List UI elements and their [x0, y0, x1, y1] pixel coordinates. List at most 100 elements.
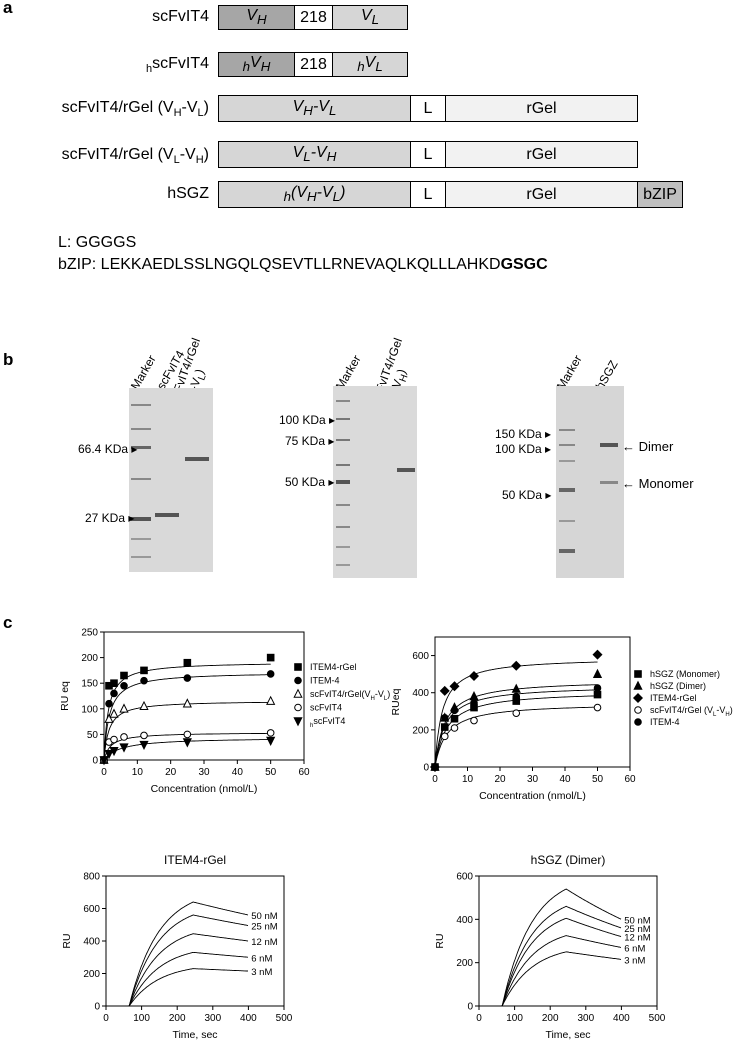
data-point-circle	[512, 709, 521, 717]
x-tick-label: 40	[232, 767, 244, 778]
legend-label: hSGZ (Monomer)	[650, 669, 720, 679]
x-tick-label: 30	[198, 767, 210, 778]
gel3-marker-100kda-text: 100 KDa	[495, 442, 542, 456]
data-point-triangle	[139, 700, 149, 711]
data-point-square	[183, 658, 192, 667]
data-point-diamond	[511, 660, 522, 671]
legend-label: ITEM-4	[310, 676, 340, 686]
data-point-circle	[431, 763, 439, 771]
gel2-marker-50kda-text: 50 KDa	[285, 475, 326, 489]
gel3-monomer-text: Monomer	[638, 476, 694, 491]
data-point-circle	[450, 724, 459, 732]
gel3-marker-150kda: 150 KDa ▸	[495, 427, 552, 441]
x-axis-label: Time, sec	[172, 1029, 217, 1041]
x-tick-label: 10	[132, 767, 144, 778]
cell-vh: VH	[218, 5, 295, 30]
x-tick-label: 40	[559, 774, 571, 785]
data-point-circle	[266, 729, 275, 737]
curve-label: 25 nM	[624, 924, 650, 935]
y-tick-label: 600	[412, 651, 429, 662]
gel3-marker-50kda-text: 50 KDa	[502, 488, 543, 502]
cell-rgel: rGel	[445, 181, 638, 208]
gel2-marker-50kda: 50 KDa ▸	[285, 475, 335, 489]
y-tick-label: 400	[412, 688, 429, 699]
gel3-monomer-band	[600, 481, 618, 484]
fit-curve	[434, 695, 598, 768]
data-point-triangle-down	[109, 746, 119, 757]
chart-title: hSGZ (Dimer)	[531, 853, 606, 867]
data-point-square	[450, 714, 459, 723]
gel1-marker-band	[131, 428, 151, 430]
cell-hvh: hVH	[218, 52, 295, 77]
x-tick-label: 50	[592, 774, 604, 785]
x-tick-label: 20	[494, 774, 506, 785]
cell-vl-vh: VL-VH	[218, 141, 411, 168]
row-label-hsgz: hSGZ	[167, 185, 209, 202]
data-point-diamond	[439, 685, 450, 696]
sensorgram-curve	[479, 917, 622, 1007]
curve-label: 6 nM	[251, 953, 272, 964]
data-point-diamond	[468, 670, 480, 682]
gel1-image	[129, 388, 213, 572]
x-tick-label: 500	[276, 1013, 293, 1024]
gel2-marker-band	[336, 418, 350, 420]
sensorgram-curve	[479, 905, 622, 1007]
gel1-marker-66kda: 66.4 KDa ▸	[78, 442, 138, 456]
cell-rgel: rGel	[445, 141, 638, 168]
y-tick-label: 600	[456, 872, 473, 883]
gel1-lane-marker: Marker	[127, 352, 159, 392]
gel3-dimer-annotation: ← Dimer	[622, 439, 674, 454]
cell-vl: VL	[332, 5, 408, 30]
gel2-image	[333, 386, 417, 578]
gel2-marker-band	[336, 564, 350, 566]
row-label-scfvit4: scFvIT4	[152, 8, 209, 25]
data-point-triangle	[109, 708, 119, 718]
x-tick-label: 300	[577, 1013, 594, 1024]
y-axis-label: RU	[61, 933, 73, 948]
x-tick-label: 400	[613, 1013, 630, 1024]
bzip-sequence-main: bZIP: LEKKAEDLSSLNGQLQSEVTLLRNEVAQLKQLLL…	[58, 256, 501, 273]
data-point-diamond	[592, 649, 603, 660]
y-tick-label: 200	[81, 653, 98, 664]
sensorgram-curve	[106, 968, 248, 1007]
data-point-triangle-down	[182, 738, 192, 748]
data-point-circle	[470, 699, 478, 707]
x-tick-label: 0	[103, 1013, 109, 1024]
cell-linker: L	[410, 181, 446, 208]
data-point-circle	[120, 733, 128, 741]
curve-label: 3 nM	[624, 955, 645, 966]
legend-label: ITEM-4	[650, 717, 680, 727]
panel-c-letter: c	[3, 613, 13, 632]
data-point-diamond	[449, 681, 460, 692]
gel1-marker-27kda: 27 KDa ▸	[85, 511, 135, 525]
data-point-triangle-down	[104, 750, 114, 760]
legend-label: ITEM4-rGel	[650, 693, 697, 703]
chart-sensorgram-hsgz: 0 100 200 300 400 500 0 200 400 600 Time, sec RU hSG…	[434, 853, 666, 1041]
row-label-hscfvit4: hscFvIT4	[145, 55, 209, 76]
data-point-triangle	[182, 698, 192, 708]
cell-linker: L	[410, 141, 446, 168]
data-point-triangle-down	[293, 717, 303, 727]
x-axis-label: Time, sec	[545, 1029, 590, 1041]
data-point-circle	[110, 689, 118, 698]
sensorgram-curve	[479, 951, 622, 1007]
x-tick-label: 0	[476, 1013, 482, 1024]
legend-label: scFvIT4	[310, 703, 342, 713]
gel3-dimer-text: Dimer	[638, 439, 674, 454]
data-point-circle	[140, 676, 148, 685]
gel2-sample-band	[397, 468, 415, 472]
x-tick-label: 100	[506, 1013, 523, 1024]
gel3-marker-band	[559, 520, 575, 522]
data-point-triangle-down	[266, 736, 276, 746]
data-point-square	[294, 663, 302, 671]
data-point-triangle	[511, 683, 521, 693]
data-point-circle	[140, 731, 148, 740]
cell-vh-vl: VH-VL	[218, 95, 411, 122]
x-tick-label: 500	[649, 1013, 666, 1024]
gel3-marker-band	[559, 460, 575, 462]
gel2-marker-band	[336, 464, 350, 466]
cell-linker: L	[410, 95, 446, 122]
y-tick-label: 400	[83, 937, 100, 948]
panel-a-letter: a	[3, 0, 13, 17]
